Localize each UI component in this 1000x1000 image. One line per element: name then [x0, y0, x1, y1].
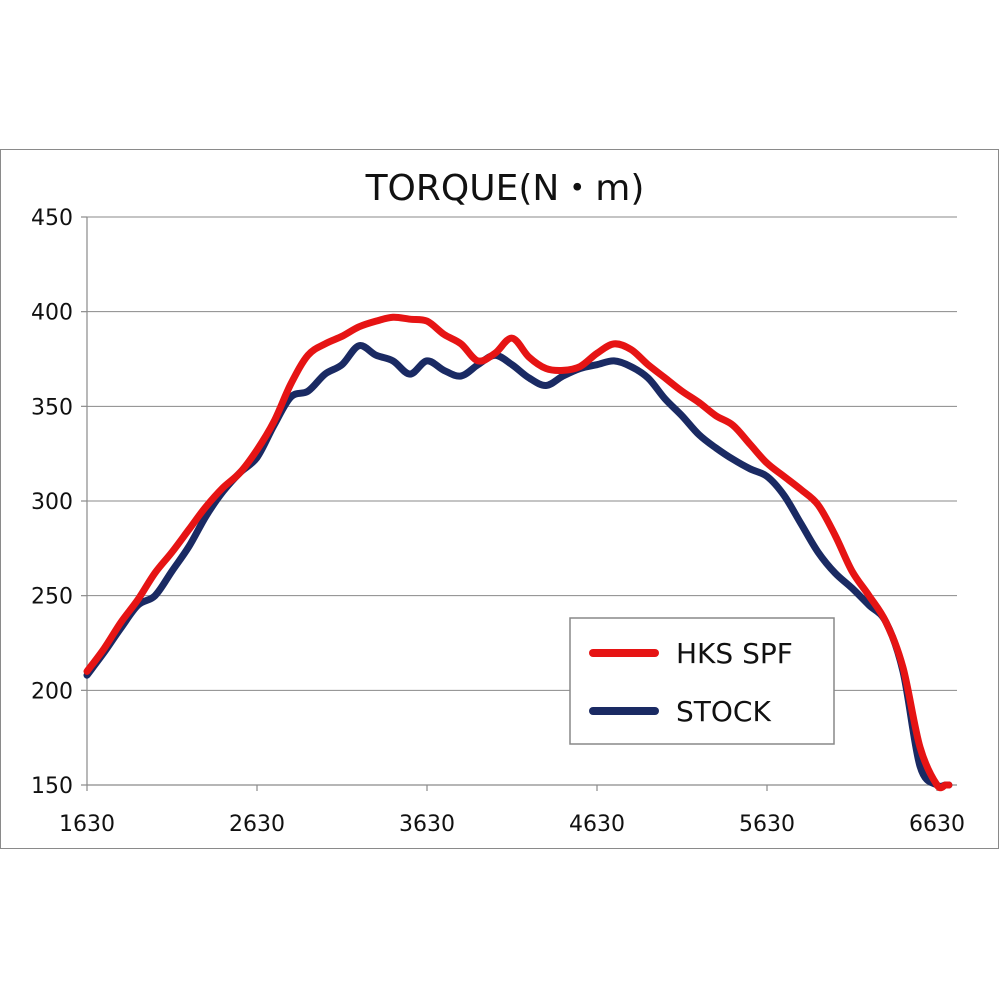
- series-line-hks-spf: [83, 313, 953, 792]
- x-tick-label-3630: 3630: [399, 812, 455, 837]
- y-tick-labels: 150 200 250 300 350 400 450: [31, 206, 73, 799]
- x-tick-label-6630: 6630: [909, 812, 965, 837]
- y-tick-label-450: 450: [31, 206, 73, 231]
- legend: HKS SPF STOCK: [569, 617, 835, 745]
- chart-title: TORQUE(N・m): [365, 168, 645, 209]
- x-tick-label-2630: 2630: [229, 812, 285, 837]
- x-tick-label-1630: 1630: [59, 812, 115, 837]
- legend-label-hks-spf: HKS SPF: [676, 637, 793, 670]
- x-tick-labels: 1630 2630 3630 4630 5630 6630: [59, 812, 965, 837]
- y-tick-label-250: 250: [31, 585, 73, 610]
- series-lines: [83, 313, 953, 792]
- y-tick-label-400: 400: [31, 301, 73, 326]
- x-tick-label-5630: 5630: [739, 812, 795, 837]
- legend-label-stock: STOCK: [676, 695, 771, 728]
- y-tick-label-300: 300: [31, 490, 73, 515]
- x-tick-label-4630: 4630: [569, 812, 625, 837]
- axes: [81, 216, 957, 791]
- legend-box: [569, 617, 835, 745]
- y-tick-label-150: 150: [31, 774, 73, 799]
- y-tick-label-350: 350: [31, 395, 73, 420]
- y-tick-label-200: 200: [31, 679, 73, 704]
